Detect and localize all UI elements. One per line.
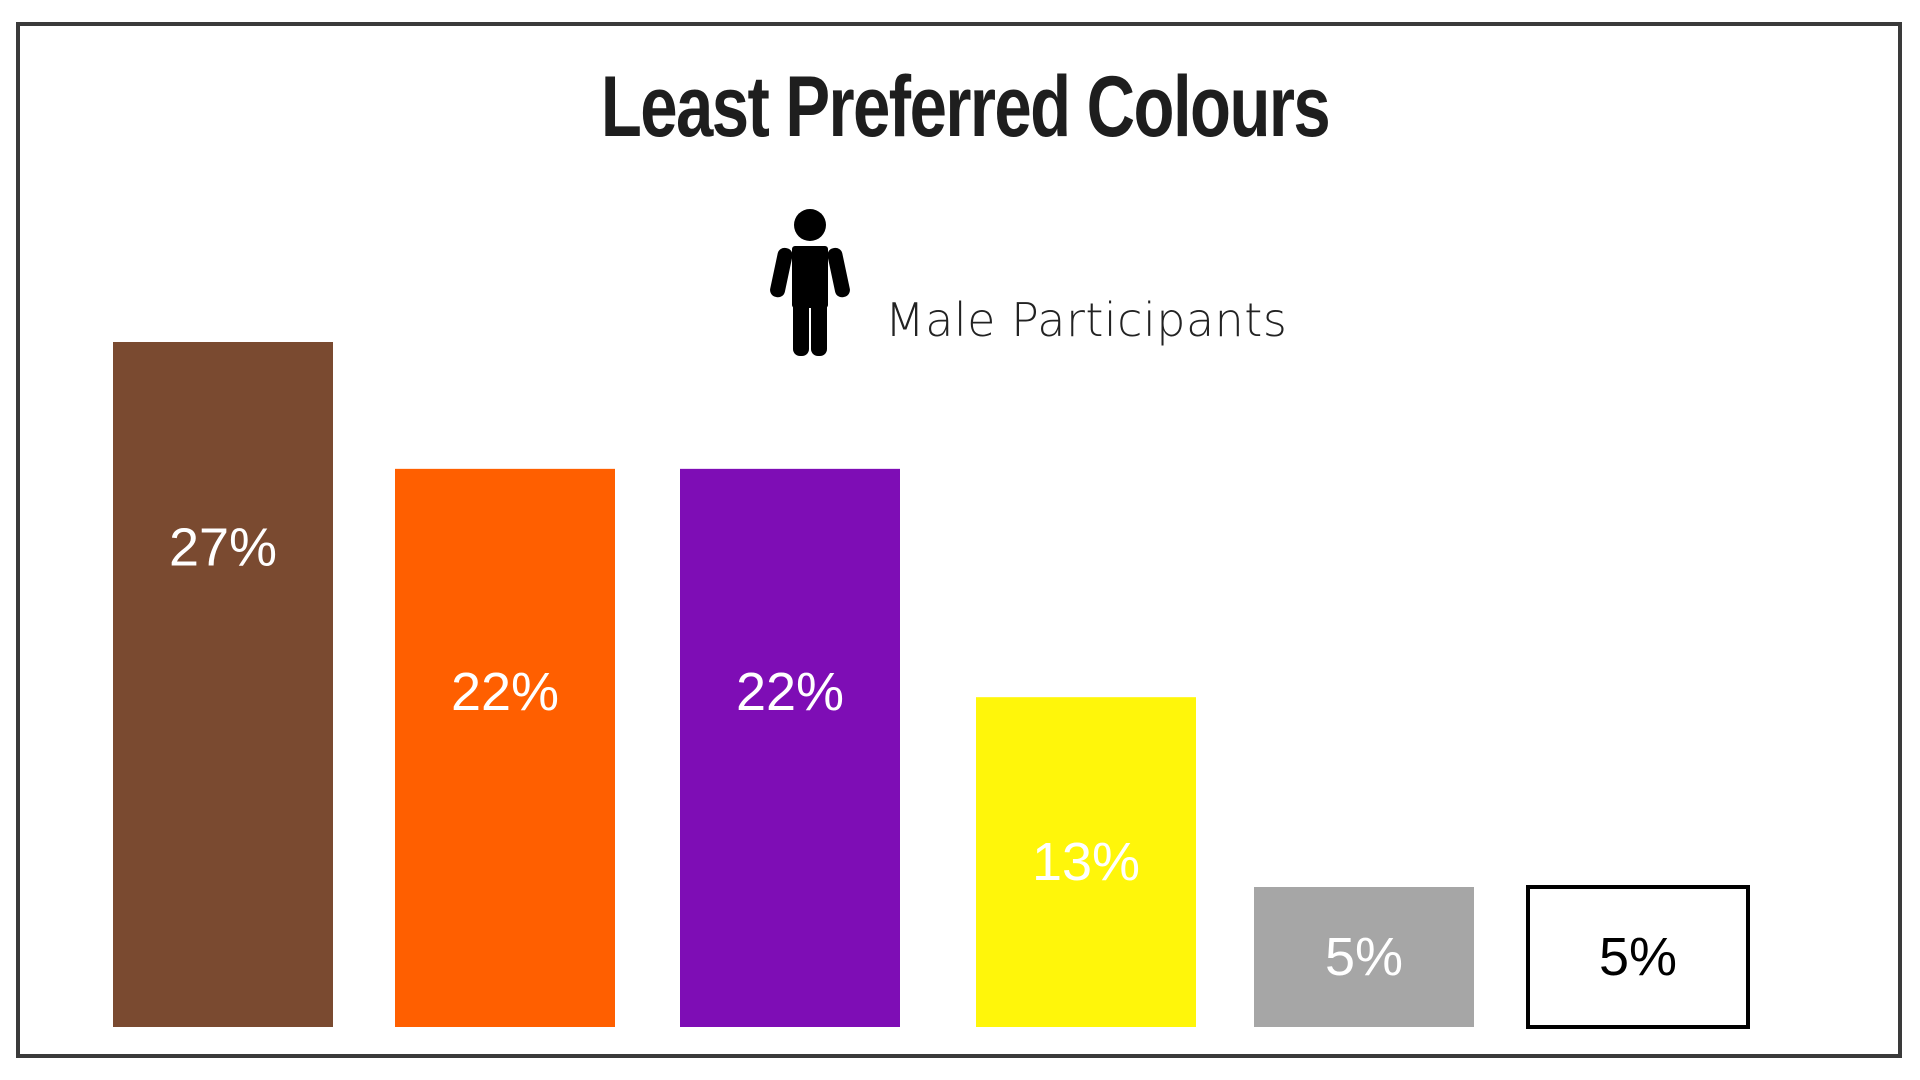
bar-value-label-4: 13% — [1032, 832, 1140, 892]
bar-6 — [1526, 885, 1750, 1029]
bar-value-label-5: 5% — [1325, 927, 1403, 987]
male-person-icon — [770, 209, 850, 356]
bar-value-label-2: 22% — [451, 662, 559, 722]
legend-label: Male Participants — [885, 293, 1288, 347]
bar-4 — [976, 697, 1196, 1027]
bar-value-label-1: 27% — [169, 518, 277, 578]
bar-2 — [395, 468, 615, 1028]
bar-value-label-6: 5% — [1599, 927, 1677, 987]
chart-title: Least Preferred Colours — [600, 59, 1331, 155]
bar-3 — [680, 468, 900, 1028]
bar-5 — [1254, 887, 1474, 1027]
bar-1 — [113, 342, 333, 1027]
bar-value-label-3: 22% — [736, 662, 844, 722]
